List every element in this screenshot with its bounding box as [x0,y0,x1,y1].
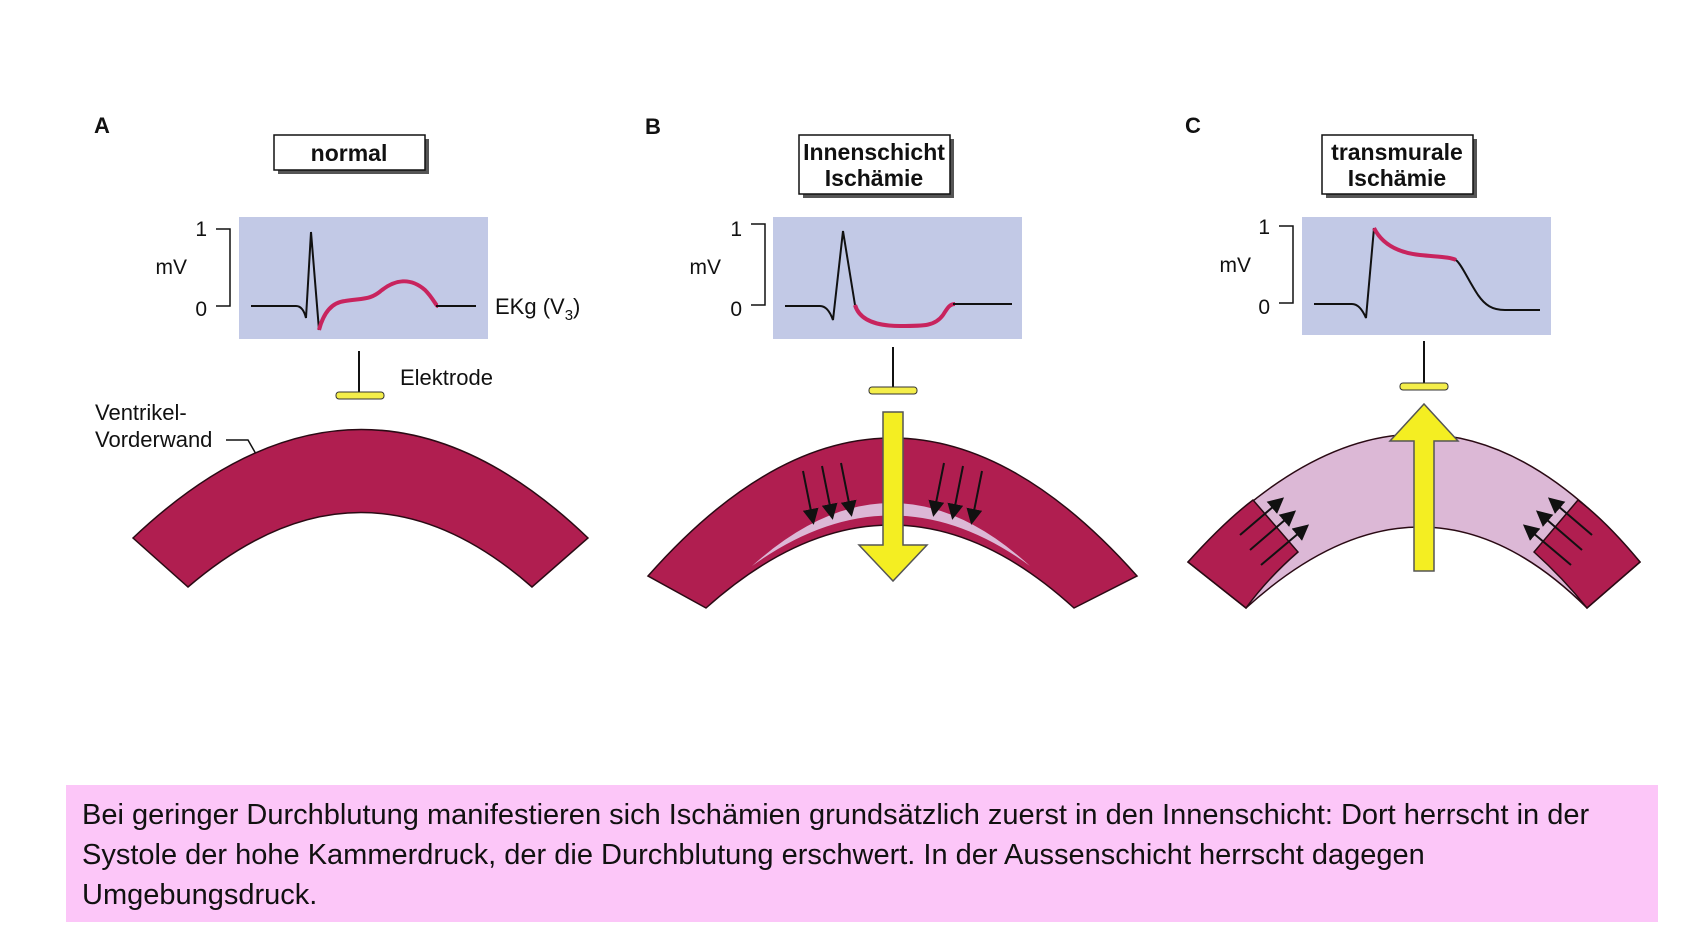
panel-c-title-line-2: Ischämie [1348,165,1446,191]
panel-b-title-box: Innenschicht Ischämie [798,134,954,198]
wall-label-line-1: Ventrikel- [95,400,187,425]
panel-letter-a: A [94,113,110,138]
panel-a-y-unit: mV [156,256,188,279]
panel-c-st-segment [1372,227,1457,262]
panel-b-current-arrows [802,462,983,525]
panel-c-ekg-box [1302,217,1551,335]
panel-a-title-box: normal [273,134,429,174]
panel-b-title-line-1: Innenschicht [803,139,945,165]
panel-b-injury-current-arrow [857,411,929,583]
panel-b-ekg-box [773,217,1022,339]
panel-c-axis: 1 mV 0 [1220,216,1294,319]
panel-a: A normal 1 mV 0 EKg (V3) Elektrode Ventr… [94,113,590,588]
panel-c-healthy-end-right [1532,498,1642,610]
panel-c-ekg-trace [1314,227,1375,319]
wall-label-line-2: Vorderwand [95,427,212,452]
panel-b-title-line-2: Ischämie [825,165,923,191]
panel-b-st-segment [853,302,956,329]
panel-letter-b: B [645,114,661,139]
panel-c-electrode [1399,341,1449,391]
electrode-label: Elektrode [400,365,493,390]
panel-a-title-line-1: normal [311,140,388,166]
panel-a-st-segment [317,279,439,331]
panel-a-y-bottom: 0 [195,298,207,321]
panel-c-y-bottom: 0 [1258,296,1270,319]
panel-a-electrode [335,351,385,400]
caption: Bei geringer Durchblutung manifestieren … [66,785,1658,922]
panel-a-ekg-box [239,217,488,339]
panel-letter-c: C [1185,113,1201,138]
panel-b-y-unit: mV [690,256,722,279]
panel-c-injury-current-arrow [1388,402,1460,572]
panel-a-ekg-trace [251,231,320,331]
panel-b-axis: 1 mV 0 [690,218,766,321]
panel-b-y-bottom: 0 [730,298,742,321]
ekg-lead-label: EKg (V3) [495,294,580,324]
panel-a-axis: 1 mV 0 [156,218,231,321]
panel-b-electrode [868,347,918,395]
panel-c-y-top: 1 [1258,216,1270,239]
panel-c-ekg-tail [1455,259,1540,311]
panel-c-y-unit: mV [1220,254,1252,277]
panel-b-y-top: 1 [730,218,742,241]
panel-a-ventricle-wall [131,428,590,588]
panel-c-title-line-1: transmurale [1331,139,1463,165]
panel-c: C transmurale Ischämie 1 mV 0 [1185,113,1642,610]
panel-c-current-arrows [1239,497,1593,566]
panel-b: B Innenschicht Ischämie 1 mV 0 [645,114,1139,609]
panel-b-ekg-trace [785,230,856,321]
panel-c-title-box: transmurale Ischämie [1321,134,1477,198]
panel-c-healthy-end-left [1186,498,1300,610]
panel-a-y-top: 1 [195,218,207,241]
